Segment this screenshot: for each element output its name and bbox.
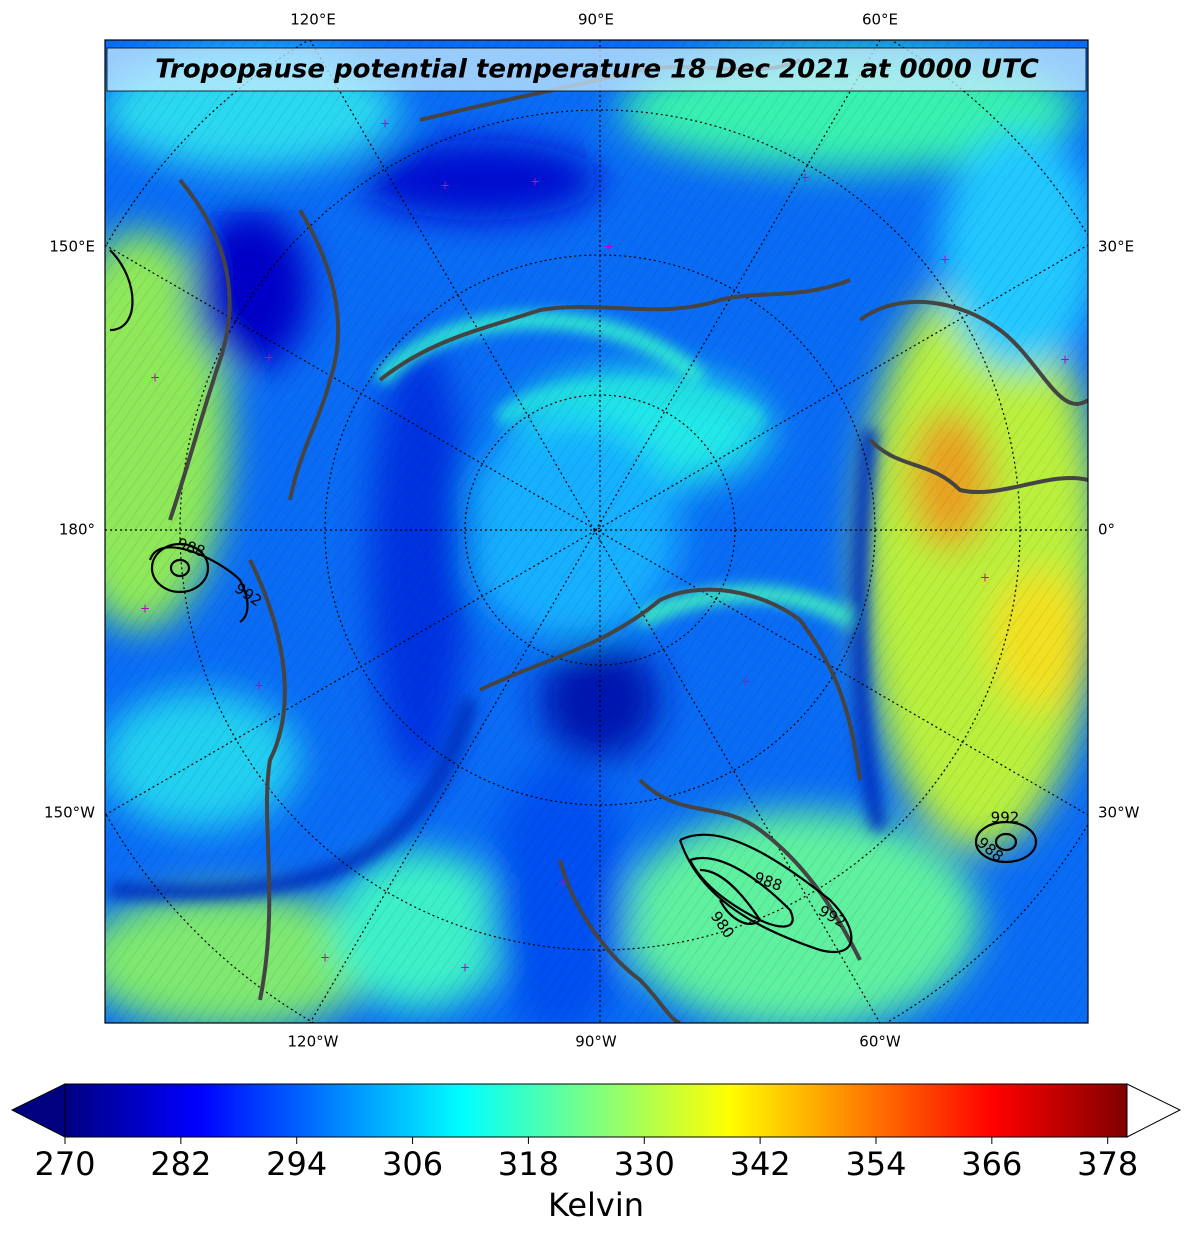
longitude-labels: 120°E 90°E 60°E 120°W 90°W 60°W 150°E 180° 150°W…: [44, 11, 1140, 1051]
longitude-label: 90°W: [575, 1033, 617, 1051]
svg-text:+: +: [604, 240, 614, 254]
longitude-label: 150°E: [49, 238, 95, 256]
pressure-contour-label: 992: [991, 809, 1020, 827]
svg-text:+: +: [1060, 353, 1070, 367]
longitude-label: 120°W: [288, 1033, 339, 1051]
svg-text:+: +: [264, 351, 274, 365]
colorbar-tick-label: 378: [1077, 1145, 1138, 1183]
longitude-label: 0°: [1098, 521, 1115, 539]
colorbar-label: Kelvin: [548, 1186, 644, 1224]
map-title: Tropopause potential temperature 18 Dec …: [155, 55, 1039, 85]
svg-text:+: +: [740, 675, 750, 689]
svg-text:+: +: [800, 171, 810, 185]
colorbar-gradient: [64, 1083, 1128, 1138]
svg-text:+: +: [980, 571, 990, 585]
station-markers: + + + + + + + + + + + + + + + +: [140, 117, 1070, 975]
colorbar-tick-label: 330: [614, 1145, 675, 1183]
svg-text:+: +: [320, 951, 330, 965]
colorbar-tick-label: 318: [498, 1145, 559, 1183]
svg-text:+: +: [254, 679, 264, 693]
title-box: [106, 47, 1087, 92]
colorbar-ticks: 270 282 294 306 318 330 342 354 366 378: [34, 1137, 1138, 1183]
colorbar-tick-label: 306: [382, 1145, 443, 1183]
svg-text:+: +: [440, 179, 450, 193]
longitude-label: 30°W: [1098, 804, 1140, 822]
longitude-label: 120°E: [290, 11, 336, 29]
svg-text:+: +: [150, 371, 160, 385]
colorbar-extend-high: [1126, 1083, 1182, 1138]
svg-text:+: +: [140, 602, 150, 616]
svg-text:+: +: [940, 253, 950, 267]
svg-text:+: +: [380, 117, 390, 131]
colorbar-tick-label: 294: [266, 1145, 327, 1183]
colorbar-tick-label: 342: [730, 1145, 791, 1183]
colorbar-extend-low: [10, 1083, 66, 1138]
map-frame: [104, 39, 1089, 1024]
longitude-label: 30°E: [1098, 238, 1134, 256]
longitude-label: 90°E: [578, 11, 614, 29]
svg-text:+: +: [530, 175, 540, 189]
svg-text:+: +: [460, 961, 470, 975]
longitude-label: 180°: [59, 521, 95, 539]
colorbar: [10, 1083, 1182, 1138]
longitude-label: 60°W: [859, 1033, 901, 1051]
map-field: + + + + + + + + + + + + + + + +: [105, 40, 1088, 1023]
colorbar-tick-label: 366: [961, 1145, 1022, 1183]
longitude-label: 60°E: [862, 11, 898, 29]
colorbar-tick-label: 282: [150, 1145, 211, 1183]
colorbar-tick-label: 354: [845, 1145, 906, 1183]
svg-text:+: +: [558, 877, 568, 891]
colorbar-tick-label: 270: [34, 1145, 95, 1183]
longitude-label: 150°W: [44, 804, 95, 822]
